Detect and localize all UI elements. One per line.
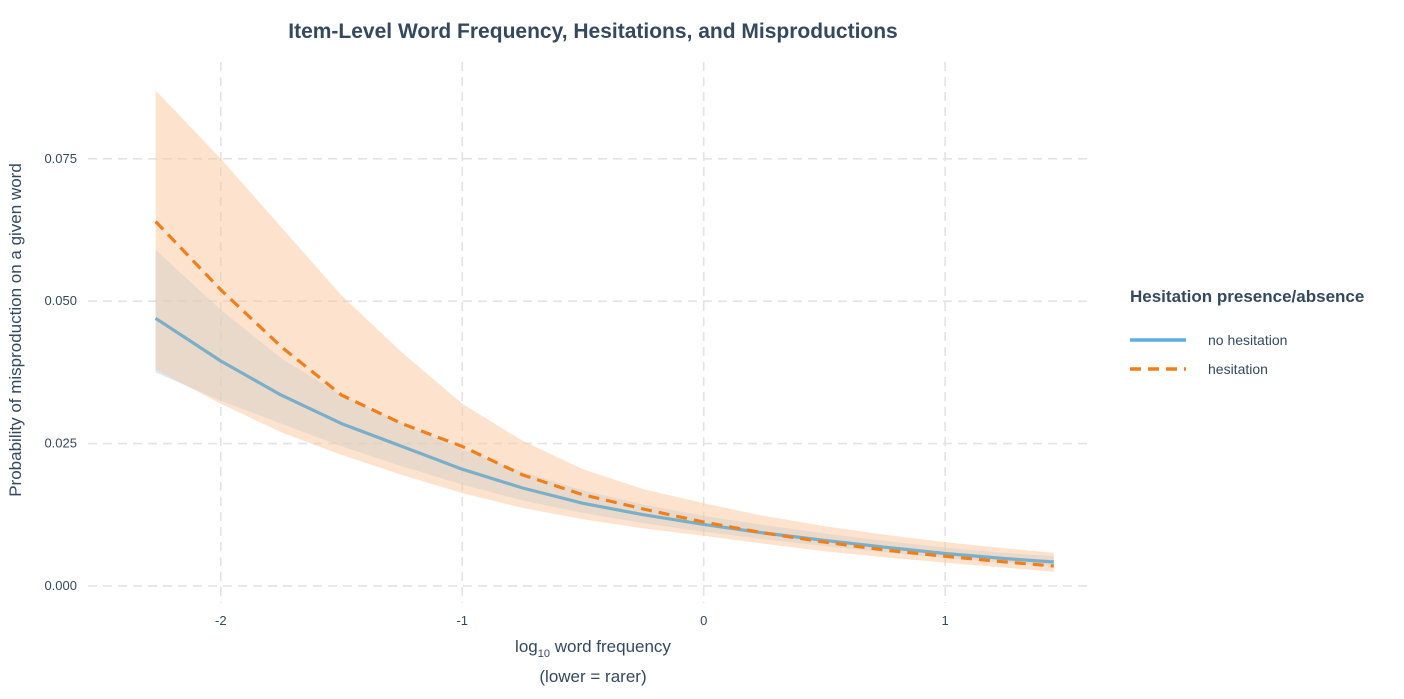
x-axis-title-base: log — [515, 637, 538, 656]
series-line-no-hesitation — [154, 316, 1054, 564]
x-axis-title-rest: word frequency — [550, 637, 671, 656]
legend-key-no-hesitation — [1130, 337, 1186, 342]
y-tick-label: 0.050 — [44, 293, 77, 308]
legend: Hesitation presence/absence no hesitatio… — [1130, 287, 1400, 383]
legend-item-hesitation: hesitation — [1130, 354, 1400, 383]
series-lines — [154, 220, 1054, 568]
legend-label-no-hesitation: no hesitation — [1208, 331, 1288, 348]
y-tick-label: 0.025 — [44, 436, 77, 451]
y-tick-label: 0.075 — [44, 151, 77, 166]
y-axis-title: Probability of misproduction on a given … — [6, 163, 25, 497]
chart-title: Item-Level Word Frequency, Hesitations, … — [288, 20, 898, 43]
x-tick-label: 0 — [700, 613, 707, 628]
legend-key-hesitation — [1130, 366, 1186, 371]
confidence-band-hesitation — [155, 90, 1054, 572]
x-axis-ticks: -2 -1 0 1 — [215, 613, 949, 628]
x-axis-title: log10 word frequency — [515, 637, 671, 660]
series-line-hesitation — [154, 220, 1054, 568]
y-axis-ticks: 0.000 0.025 0.050 0.075 — [44, 151, 77, 593]
legend-item-no-hesitation: no hesitation — [1130, 325, 1400, 354]
legend-title: Hesitation presence/absence — [1130, 287, 1365, 306]
legend-label-hesitation: hesitation — [1208, 360, 1268, 377]
x-tick-label: -1 — [456, 613, 468, 628]
confidence-bands — [155, 90, 1054, 572]
x-axis-title-line2: (lower = rarer) — [539, 667, 646, 686]
y-tick-label: 0.000 — [44, 578, 77, 593]
x-tick-label: -2 — [215, 613, 227, 628]
x-axis-title-subscript: 10 — [538, 648, 550, 660]
x-tick-label: 1 — [942, 613, 949, 628]
